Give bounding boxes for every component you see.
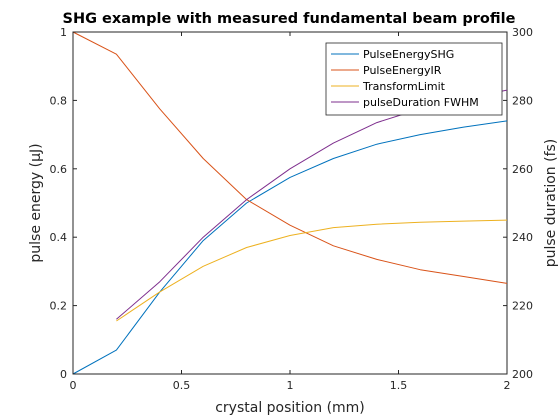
series-line-pulseenergyshg — [72, 120, 508, 375]
series-line-transformlimit — [116, 219, 508, 322]
chart-title: SHG example with measured fundamental be… — [63, 11, 516, 27]
y-left-tick-label: 0 — [60, 368, 67, 381]
y-left-tick-label: 0.8 — [50, 94, 68, 107]
y-left-tick-label: 1 — [60, 26, 67, 39]
y-right-tick-label: 260 — [512, 163, 533, 176]
x-tick-label: 0 — [70, 379, 77, 392]
legend-entry: PulseEnergySHG — [363, 48, 454, 61]
y-left-tick-label: 0.4 — [50, 231, 68, 244]
y-left-tick-label: 0.2 — [50, 300, 68, 313]
legend-entry: PulseEnergyIR — [363, 64, 442, 77]
x-tick-label: 2 — [504, 379, 511, 392]
legend-entry: pulseDuration FWHM — [363, 96, 479, 109]
x-tick-label: 0.5 — [173, 379, 191, 392]
y-right-tick-label: 200 — [512, 368, 533, 381]
legend-entry: TransformLimit — [362, 80, 446, 93]
x-tick-label: 1 — [287, 379, 294, 392]
series-line-pulseenergyir — [72, 31, 508, 284]
y-right-tick-label: 240 — [512, 231, 533, 244]
y-axis-left-label: pulse energy (μJ) — [28, 143, 44, 262]
legend-box — [325, 42, 503, 116]
series-layer — [72, 31, 508, 375]
y-right-tick-label: 280 — [512, 94, 533, 107]
axis-layer: 0 0.5 1 1.5 2 0 0.2 0.4 0.6 0.8 1 200 220 240 260 280 30… — [50, 26, 534, 392]
y-right-tick-label: 220 — [512, 300, 533, 313]
y-left-tick-label: 0.6 — [50, 163, 68, 176]
legend: PulseEnergySHG PulseEnergyIR TransformLimi… — [325, 42, 503, 116]
y-right-tick-label: 300 — [512, 26, 533, 39]
x-tick-label: 1.5 — [390, 379, 408, 392]
x-axis-label: crystal position (mm) — [215, 400, 365, 416]
y-axis-right-label: pulse duration (fs) — [543, 139, 559, 268]
